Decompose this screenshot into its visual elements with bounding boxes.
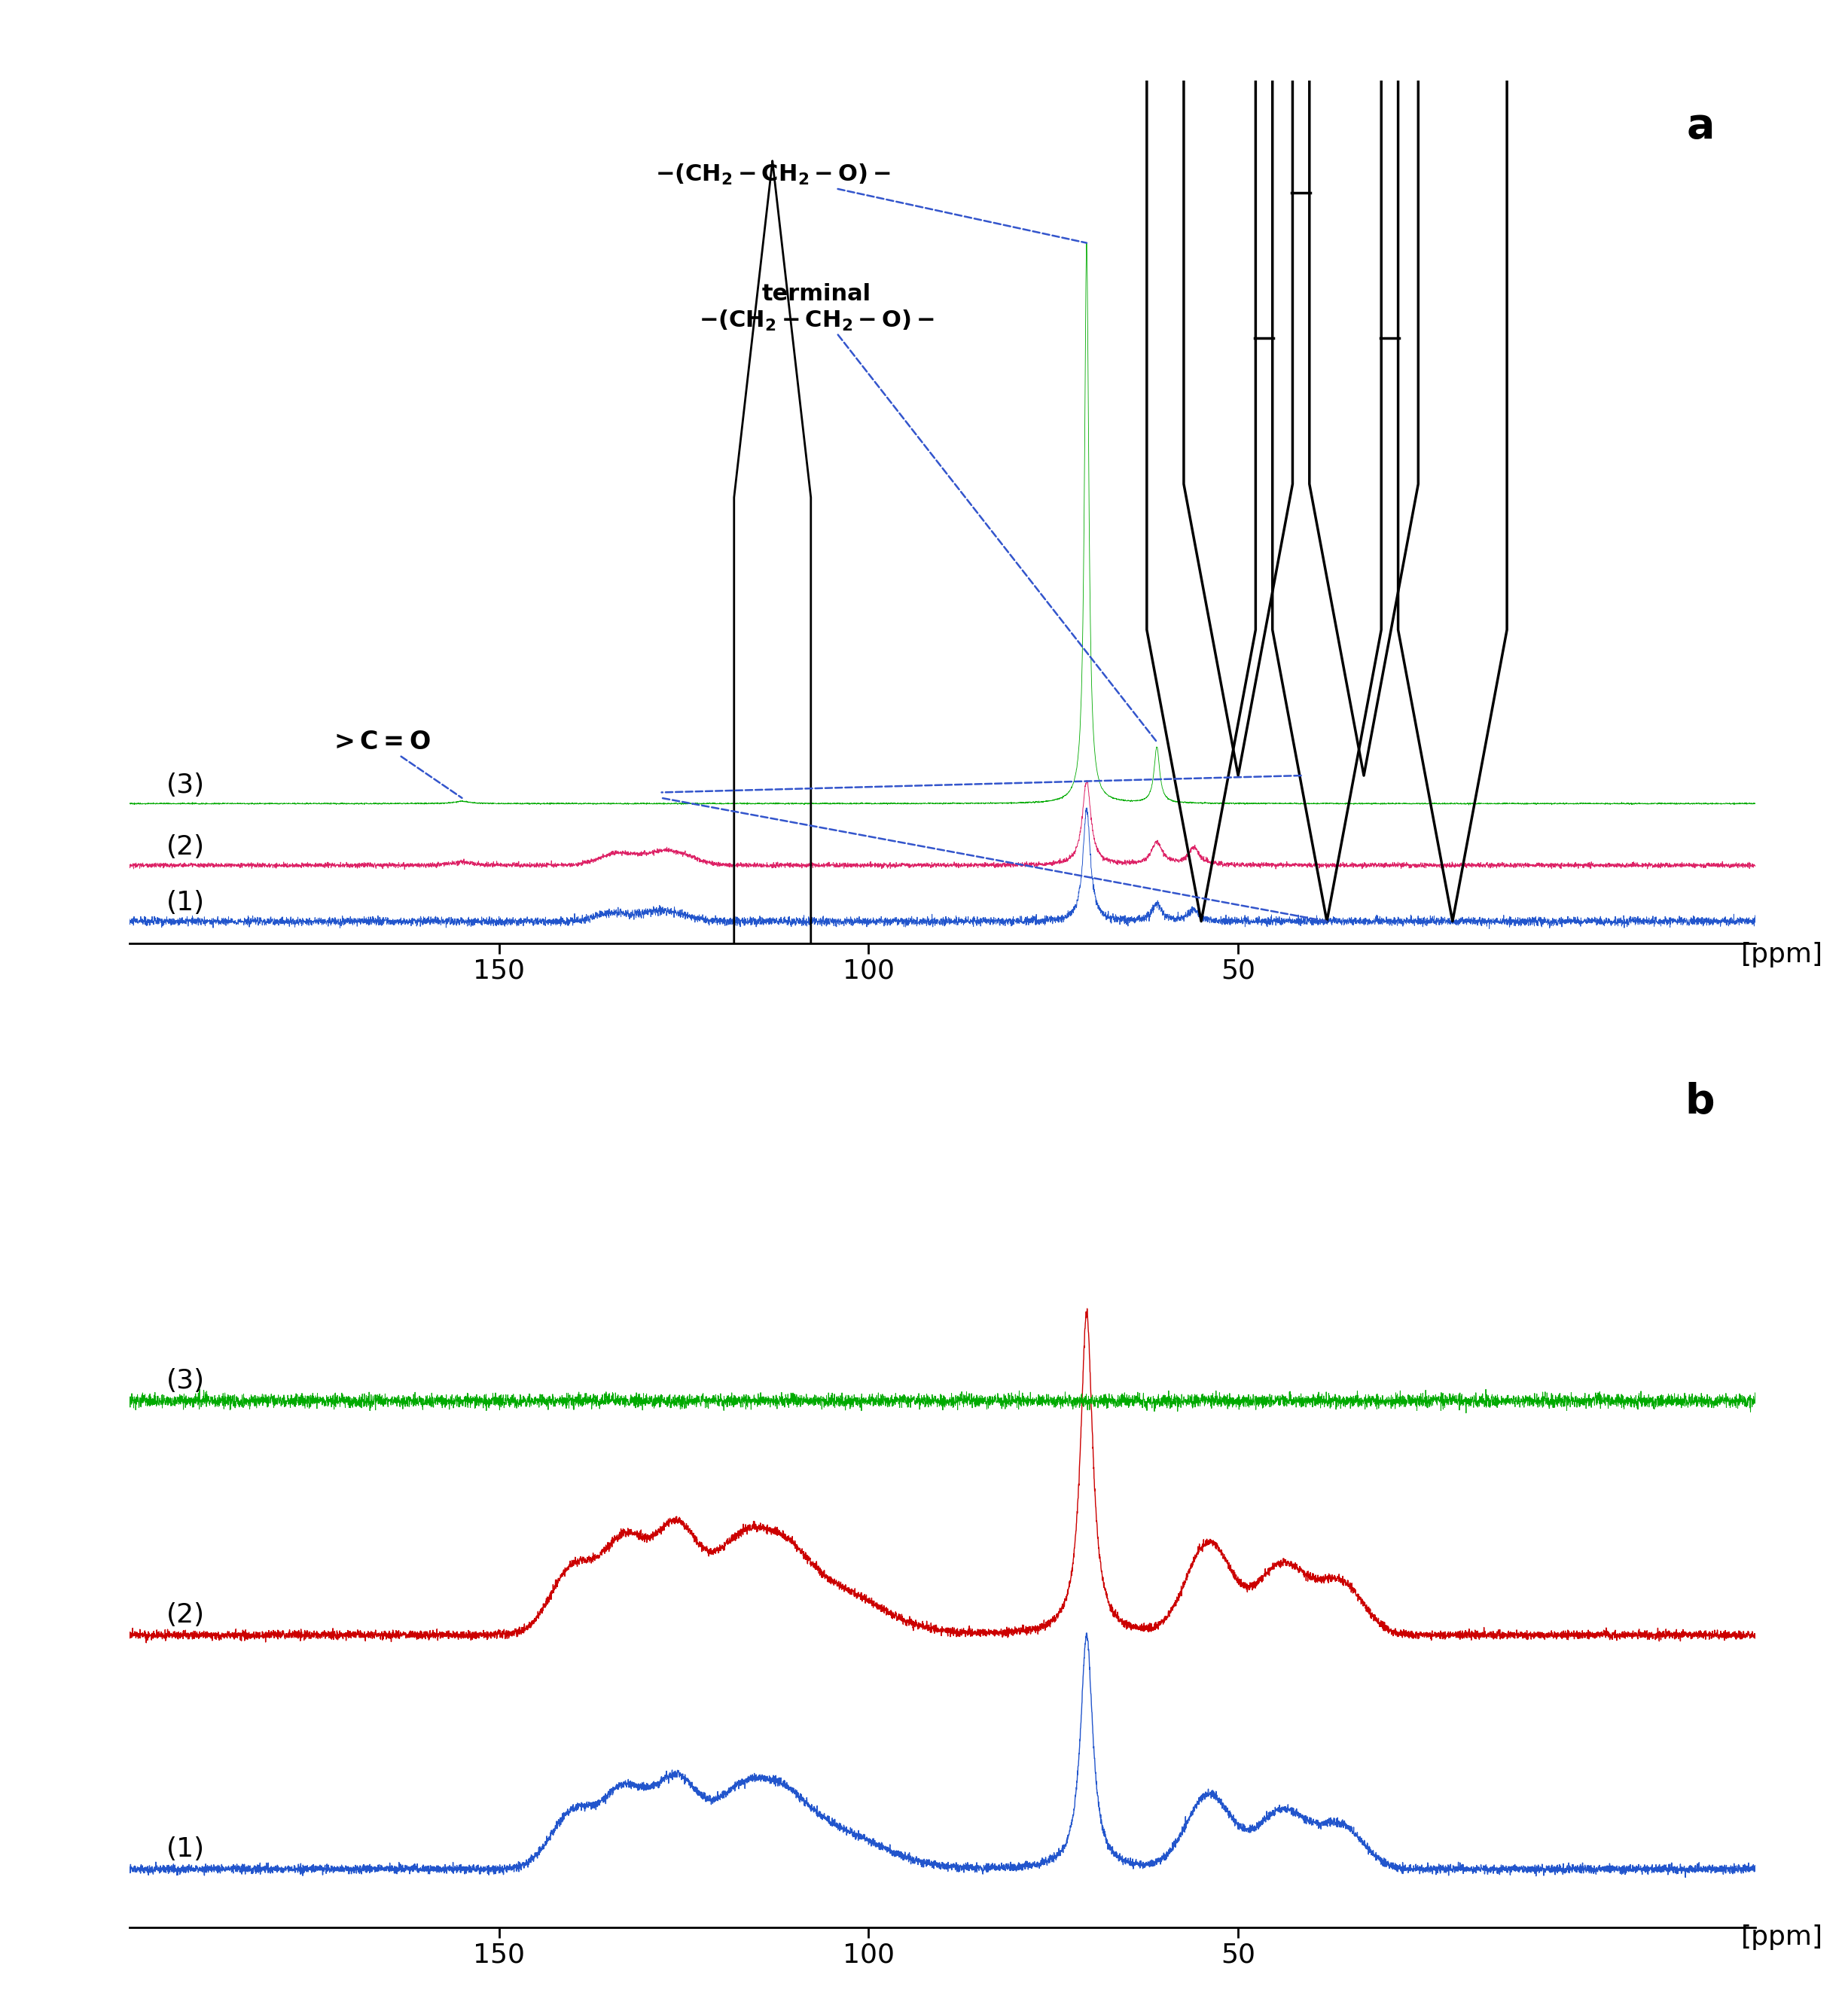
Text: [ppm]: [ppm] (1741, 942, 1822, 968)
Text: $\mathbf{-(CH_2-CH_2-O)-}$: $\mathbf{-(CH_2-CH_2-O)-}$ (654, 163, 1087, 243)
Text: (1): (1) (166, 1835, 205, 1861)
Text: $\mathbf{>C=O}$: $\mathbf{>C=O}$ (329, 729, 462, 797)
Text: (3): (3) (166, 773, 205, 797)
Text: a: a (1687, 106, 1715, 147)
Text: b: b (1685, 1082, 1715, 1122)
Text: (3): (3) (166, 1367, 205, 1394)
Text: [ppm]: [ppm] (1741, 1926, 1822, 1950)
Text: (1): (1) (166, 890, 205, 916)
Text: (2): (2) (166, 1602, 205, 1628)
Text: terminal
$\mathbf{-(CH_2-CH_2-O)-}$: terminal $\mathbf{-(CH_2-CH_2-O)-}$ (699, 283, 1157, 741)
Text: (2): (2) (166, 833, 205, 859)
